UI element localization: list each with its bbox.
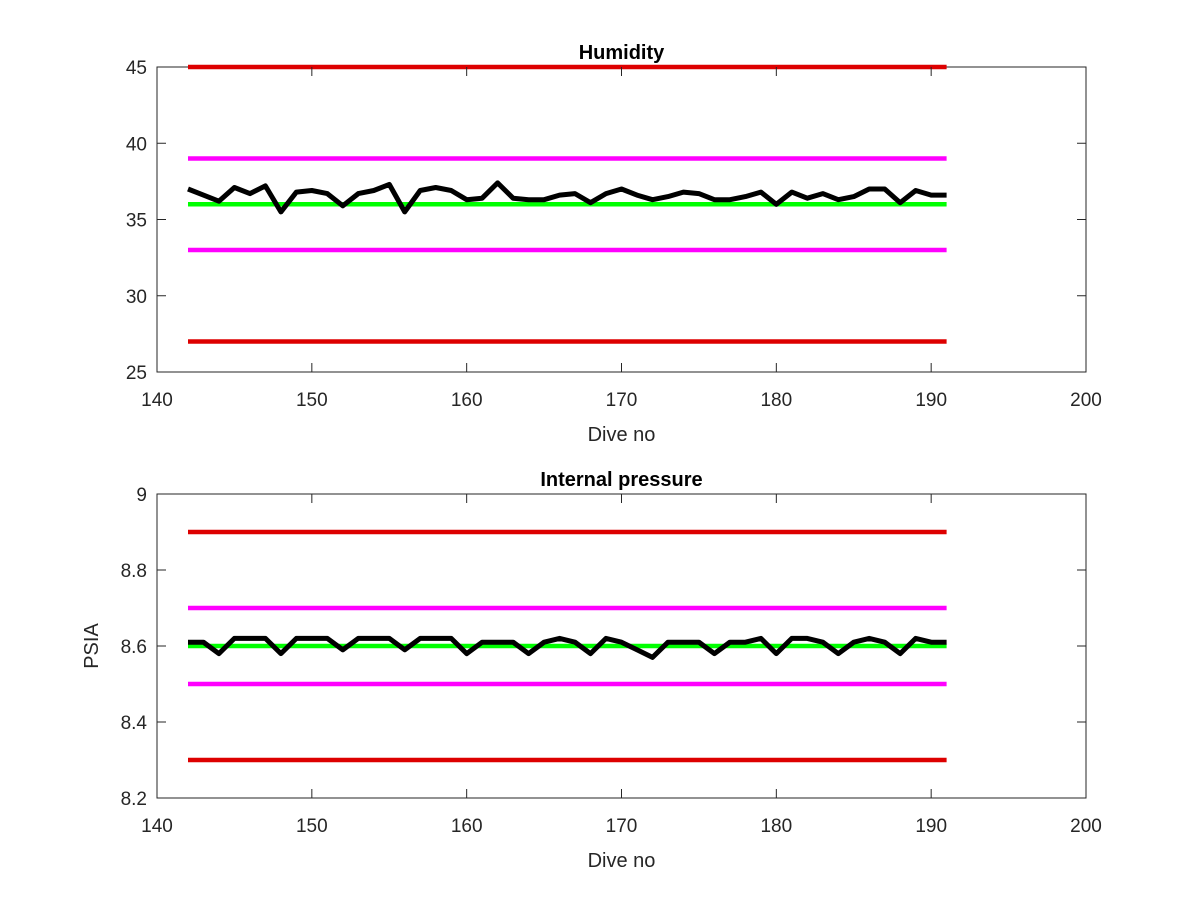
x-tick-label: 160: [451, 390, 483, 411]
x-tick-label: 200: [1070, 390, 1102, 411]
y-tick-label: 9: [136, 485, 147, 506]
x-tick-label: 180: [760, 390, 792, 411]
internal-pressure-plot: 140 150 160 170 180 190 200 8.2 8.4 8.6 8.8 9 Intern…: [81, 469, 1102, 872]
x-tick-label: 150: [296, 390, 328, 411]
x-axis-label: Dive no: [588, 850, 656, 872]
x-tick-label: 160: [451, 816, 483, 837]
series-line-data: [188, 635, 947, 660]
y-tick-label: 30: [126, 287, 147, 308]
y-tick-label: 45: [126, 58, 147, 79]
y-tick-label: 8.4: [121, 713, 148, 734]
x-tick-label: 150: [296, 816, 328, 837]
y-axis-label: PSIA: [81, 623, 103, 669]
y-tick-label: 8.2: [121, 789, 147, 810]
x-tick-label: 190: [915, 390, 947, 411]
humidity-plot: 140 150 160 170 180 190 200 25 30 35 40 45 Humidity D…: [126, 42, 1102, 446]
x-axis-label: Dive no: [588, 424, 656, 446]
y-tick-label: 35: [126, 211, 147, 232]
x-tick-label: 200: [1070, 816, 1102, 837]
x-tick-label: 140: [141, 816, 173, 837]
axes-box: [156, 66, 1087, 373]
x-tick-label: 190: [915, 816, 947, 837]
x-tick-label: 140: [141, 390, 173, 411]
y-tick-label: 25: [126, 363, 147, 384]
y-tick-label: 8.6: [121, 637, 147, 658]
x-tick-label: 170: [606, 390, 638, 411]
chart-title: Internal pressure: [540, 469, 702, 491]
x-tick-label: 170: [606, 816, 638, 837]
y-tick-label: 40: [126, 134, 147, 155]
y-tick-label: 8.8: [121, 561, 147, 582]
series-line-data: [187, 180, 947, 215]
chart-title: Humidity: [579, 42, 665, 64]
x-tick-label: 180: [760, 816, 792, 837]
